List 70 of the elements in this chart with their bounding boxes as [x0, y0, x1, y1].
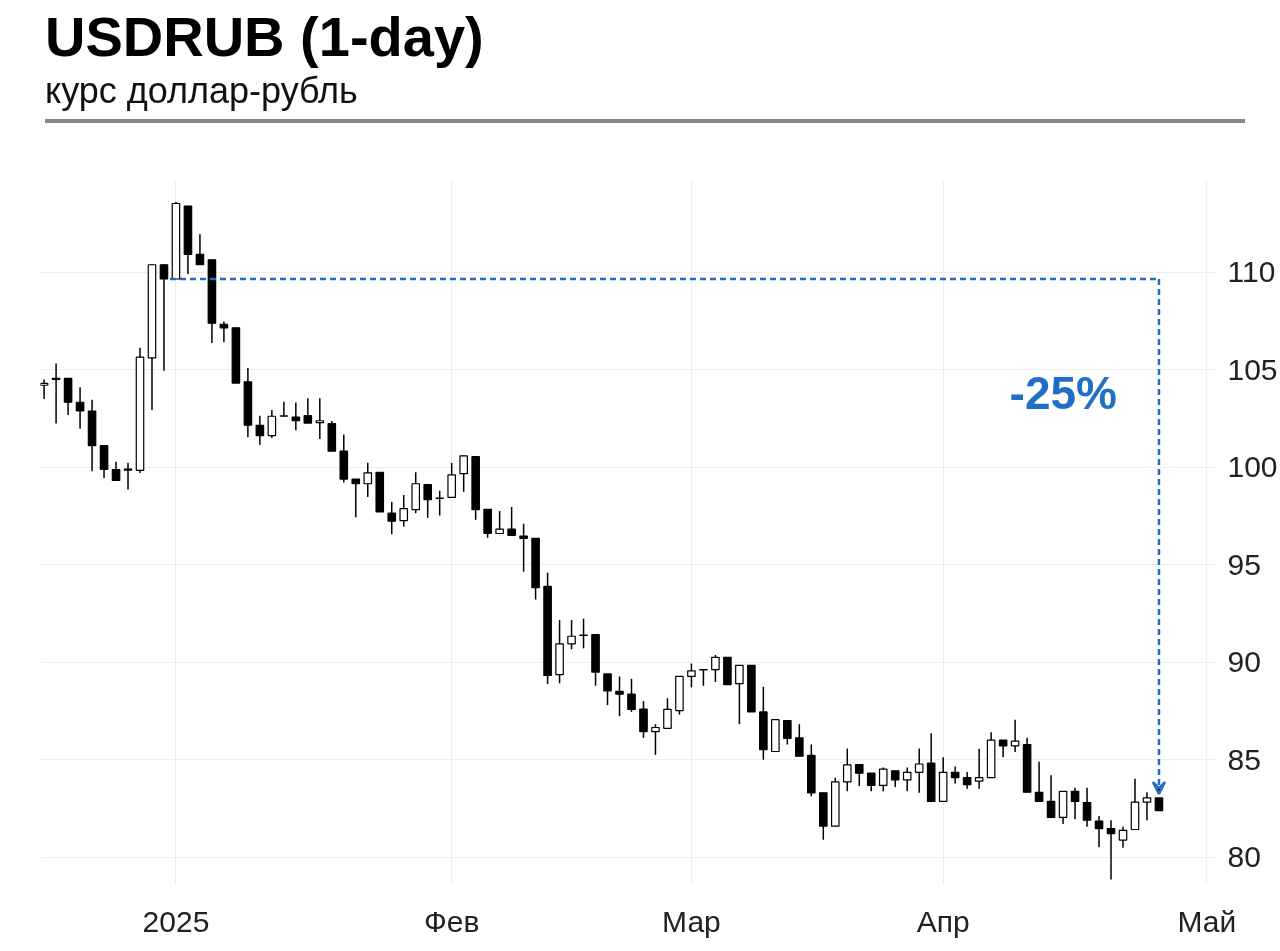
candlestick: [363, 461, 373, 498]
y-tick-label: 80: [1227, 840, 1261, 874]
candlestick: [351, 478, 361, 519]
candlestick: [567, 619, 576, 651]
candlestick: [519, 522, 528, 573]
candlestick: [783, 719, 792, 746]
candlestick: [1070, 787, 1080, 821]
candlestick: [842, 747, 852, 793]
y-tick-label: 100: [1227, 450, 1278, 484]
candlestick: [195, 233, 205, 266]
x-tick-label: Апр: [916, 904, 970, 938]
candlestick: [1106, 819, 1116, 881]
candlestick: [663, 697, 672, 730]
candlestick: [63, 377, 73, 416]
candlestick: [75, 386, 85, 430]
candlestick: [627, 678, 636, 713]
candlestick: [303, 397, 313, 424]
candlestick: [399, 494, 409, 528]
candlestick: [267, 409, 277, 439]
candlestick: [291, 401, 301, 432]
y-tick-label: 95: [1227, 547, 1261, 581]
candlestick: [902, 766, 912, 793]
candlestick: [255, 414, 265, 446]
candlestick: [99, 444, 109, 479]
y-tick-label: 85: [1227, 742, 1261, 776]
candlestick: [387, 501, 397, 536]
chart-subtitle: курс доллар-рубль: [45, 69, 359, 113]
candlestick: [279, 400, 289, 418]
candlestick: [1034, 760, 1044, 803]
candlestick: [878, 766, 888, 793]
candlestick: [795, 723, 804, 757]
x-tick-label: Май: [1177, 904, 1237, 938]
candlestick: [315, 397, 325, 440]
candlestick: [1118, 826, 1128, 849]
candlestick: [447, 462, 456, 499]
candlestick: [866, 772, 876, 793]
candlestick: [219, 320, 229, 344]
candlestick: [111, 460, 121, 482]
candlestick: [507, 506, 516, 537]
annotation: -25%: [1009, 367, 1118, 420]
candlestick: [459, 454, 468, 493]
candlestick: [483, 508, 492, 539]
candlestick: [495, 510, 504, 535]
candlestick: [435, 490, 445, 517]
candlestick: [423, 483, 433, 519]
candlestick: [651, 723, 660, 756]
x-tick-label: Мар: [662, 904, 721, 938]
candlestick: [687, 662, 696, 689]
y-tick-label: 110: [1227, 255, 1276, 289]
candlestick: [1046, 774, 1056, 819]
candlestick: [914, 747, 924, 794]
candlestick: [123, 461, 133, 491]
y-tick-label: 90: [1227, 645, 1261, 679]
candlestick: [603, 673, 612, 706]
candlestick: [51, 362, 61, 425]
candlestick: [1082, 787, 1092, 828]
candlestick: [1142, 791, 1152, 821]
candlestick: [854, 763, 864, 787]
candlestick: [974, 748, 984, 790]
candlestick: [735, 664, 744, 725]
y-tick-label: 105: [1227, 352, 1278, 386]
x-tick-label: Фев: [423, 904, 480, 938]
candlestick: [1094, 815, 1104, 848]
candlestick: [579, 617, 588, 650]
candlestick: [159, 263, 169, 372]
candlestick: [639, 700, 648, 739]
chart-title: USDRUB (1-day): [45, 5, 485, 69]
x-tick-label: 2025: [142, 904, 210, 938]
candlestick: [615, 675, 624, 717]
candlestick: [711, 654, 720, 683]
